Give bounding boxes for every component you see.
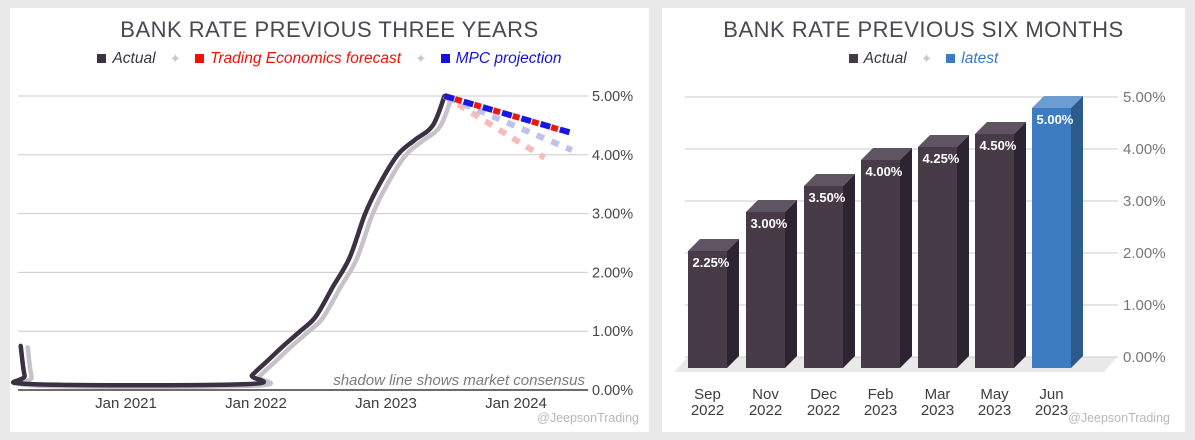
legend-label-latest: latest — [961, 50, 999, 67]
bar-top-face — [918, 135, 969, 147]
x-axis-label: Sep 2022 — [691, 386, 724, 419]
bar-nov-2022: 3.00% — [746, 200, 797, 368]
legend-label-te-forecast: Trading Economics forecast — [210, 50, 402, 67]
trading-economics-forecast-shadow-market-consensus-series — [442, 93, 547, 161]
legend-item-actual: Actual — [97, 50, 156, 68]
y-axis-label: 5.00% — [1123, 89, 1166, 106]
bar-value-label: 5.00% — [1037, 112, 1074, 127]
bar-top-face — [1032, 96, 1083, 108]
x-axis-label: Nov 2022 — [749, 386, 782, 419]
legend-item-mpc-projection: MPC projection — [440, 50, 562, 68]
bar-side-face — [957, 135, 969, 368]
bar-top-face — [861, 148, 912, 160]
bar-front-face — [1032, 108, 1071, 368]
right-chart-legend: Actual ✦ latest — [662, 50, 1185, 68]
legend-swatch-te-forecast — [195, 53, 205, 63]
six-months-bar-chart: 5.00% 4.00% 3.00% 2.00% 1.00% 0.00% 2.25% Sep 20… — [674, 89, 1166, 419]
x-axis-label: Jan 2024 — [485, 395, 547, 412]
y-axis-label: 0.00% — [592, 383, 633, 399]
y-axis-label: 1.00% — [1123, 297, 1166, 314]
x-axis-label: Dec 2022 — [807, 386, 840, 419]
bar-front-face — [975, 134, 1014, 368]
bar-side-face — [843, 174, 855, 368]
bar-value-label: 4.50% — [980, 138, 1017, 153]
trading-economics-forecast-series — [443, 93, 567, 135]
bar-front-face — [746, 212, 785, 368]
y-axis-label: 4.00% — [592, 148, 633, 164]
left-chart-title: BANK RATE PREVIOUS THREE YEARS — [120, 17, 539, 42]
bar-top-face — [804, 174, 855, 186]
bar-value-label: 4.00% — [866, 164, 903, 179]
bar-value-label: 4.25% — [923, 151, 960, 166]
gridlines — [18, 95, 588, 391]
bar-jun-2023: 5.00% — [1032, 96, 1083, 368]
bar-front-face — [861, 160, 900, 368]
bar-top-face — [746, 200, 797, 212]
left-credit: @JeepsonTrading — [537, 411, 639, 425]
mpc-projection-shadow-market-consensus-series — [443, 93, 574, 153]
bar-side-face — [727, 239, 739, 368]
shadow-line-annotation: shadow line shows market consensus — [333, 372, 585, 389]
legend-separator-icon: ✦ — [415, 50, 427, 66]
three-years-chart-panel: BANK RATE PREVIOUS THREE YEARS Actual ✦ … — [10, 8, 649, 432]
x-axis-label: Mar 2023 — [921, 386, 954, 419]
y-axis-label: 2.00% — [592, 265, 633, 281]
x-axis-label: Jan 2022 — [225, 395, 287, 412]
legend-swatch-latest — [946, 53, 956, 63]
legend-swatch-actual — [97, 53, 107, 63]
right-chart-title: BANK RATE PREVIOUS SIX MONTHS — [723, 17, 1124, 42]
legend-label-mpc-projection: MPC projection — [455, 50, 562, 67]
legend-swatch-actual — [848, 53, 858, 63]
bar-top-face — [975, 122, 1026, 134]
y-axis-label: 3.00% — [592, 207, 633, 223]
market-consensus-shadow-line — [18, 95, 454, 389]
legend-separator-icon: ✦ — [169, 50, 181, 66]
bar-top-face — [688, 239, 739, 251]
bar-may-2023: 4.50% — [975, 122, 1026, 368]
bar-value-label: 3.50% — [809, 190, 846, 205]
y-axis-label: 0.00% — [1123, 349, 1166, 366]
six-months-chart-panel: BANK RATE PREVIOUS SIX MONTHS Actual ✦ l… — [662, 8, 1185, 432]
y-axis-label: 5.00% — [592, 89, 633, 105]
legend-item-latest: latest — [946, 50, 998, 68]
bar-front-face — [688, 251, 727, 368]
bar-value-label: 2.25% — [693, 255, 730, 270]
y-axis-label: 3.00% — [1123, 193, 1166, 210]
right-credit: @JeepsonTrading — [1068, 411, 1170, 425]
mpc-projection-series — [443, 93, 573, 136]
bar-feb-2023: 4.00% — [861, 148, 912, 368]
x-axis-label: Jan 2021 — [95, 395, 157, 412]
x-axis-label: Jan 2023 — [355, 395, 417, 412]
y-axis-label: 1.00% — [592, 324, 633, 340]
left-chart-legend: Actual ✦ Trading Economics forecast ✦ MP… — [10, 50, 649, 68]
bar-side-face — [785, 200, 797, 368]
legend-label-actual: Actual — [863, 50, 907, 67]
bar-mar-2023: 4.25% — [918, 135, 969, 368]
legend-label-actual: Actual — [112, 50, 156, 67]
y-axis-label: 2.00% — [1123, 245, 1166, 262]
three-years-line-chart: 5.00% 4.00% 3.00% 2.00% 1.00% 0.00% Jan 2021 Ja… — [11, 89, 633, 412]
legend-separator-icon: ✦ — [921, 50, 932, 66]
bar-side-face — [1014, 122, 1026, 368]
bar-front-face — [918, 147, 957, 368]
y-axis-label: 4.00% — [1123, 141, 1166, 158]
actual-series — [11, 93, 447, 388]
legend-swatch-mpc-projection — [440, 53, 450, 63]
x-axis-label: Feb 2023 — [864, 386, 897, 419]
x-axis-label: Jun 2023 — [1035, 386, 1068, 419]
bar-value-label: 3.00% — [751, 216, 788, 231]
bar-side-face — [1071, 96, 1083, 368]
x-axis-label: May 2023 — [978, 386, 1011, 419]
bar-sep-2022: 2.25% — [688, 239, 739, 368]
bar-front-face — [804, 186, 843, 368]
bar-dec-2022: 3.50% — [804, 174, 855, 368]
legend-item-actual: Actual — [848, 50, 907, 68]
legend-item-te-forecast: Trading Economics forecast — [195, 50, 401, 68]
bar-side-face — [900, 148, 912, 368]
